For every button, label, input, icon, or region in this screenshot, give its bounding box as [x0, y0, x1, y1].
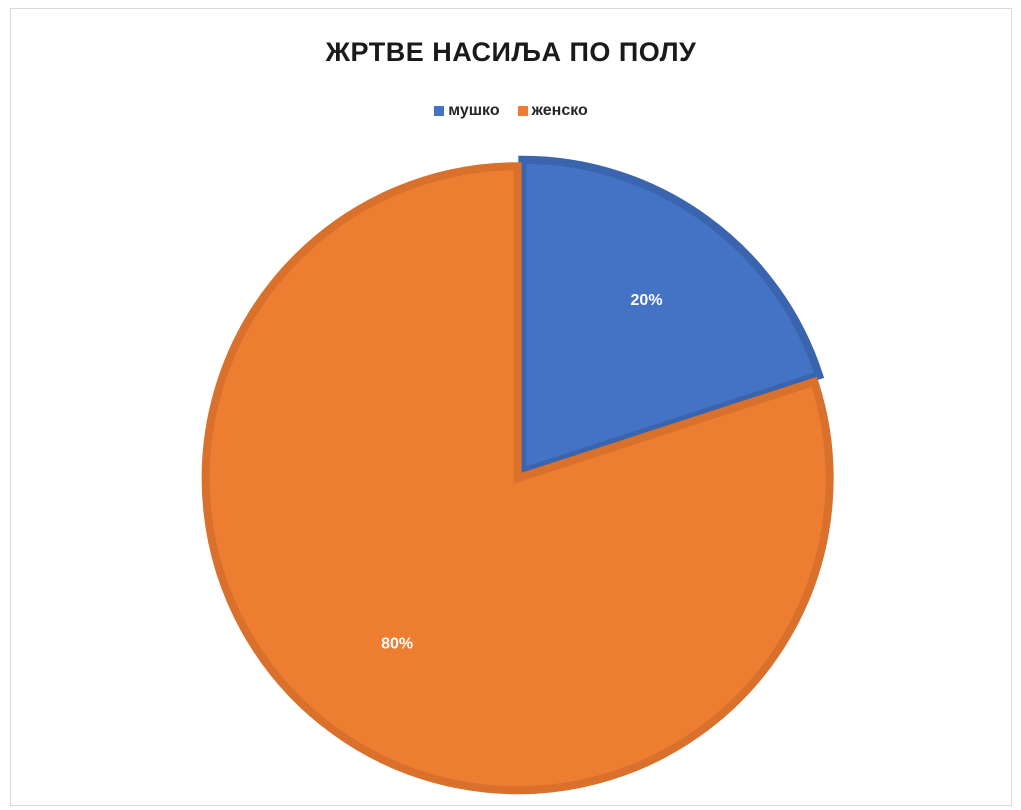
- legend: мушко женско: [11, 102, 1011, 120]
- pie-slice-male: [518, 155, 825, 478]
- legend-swatch-male: [434, 106, 445, 116]
- legend-item-male: мушко: [434, 102, 500, 120]
- pie-slice-female: [201, 162, 834, 795]
- legend-swatch-female: [517, 106, 528, 116]
- legend-label-female: женско: [531, 102, 588, 119]
- chart-title: ЖРТВЕ НАСИЉА ПО ПОЛУ: [325, 37, 697, 67]
- legend-item-female: женско: [517, 102, 588, 120]
- pie-label-male: 20%: [631, 292, 663, 309]
- legend-label-male: мушко: [448, 102, 500, 119]
- pie-label-female: 80%: [381, 635, 413, 652]
